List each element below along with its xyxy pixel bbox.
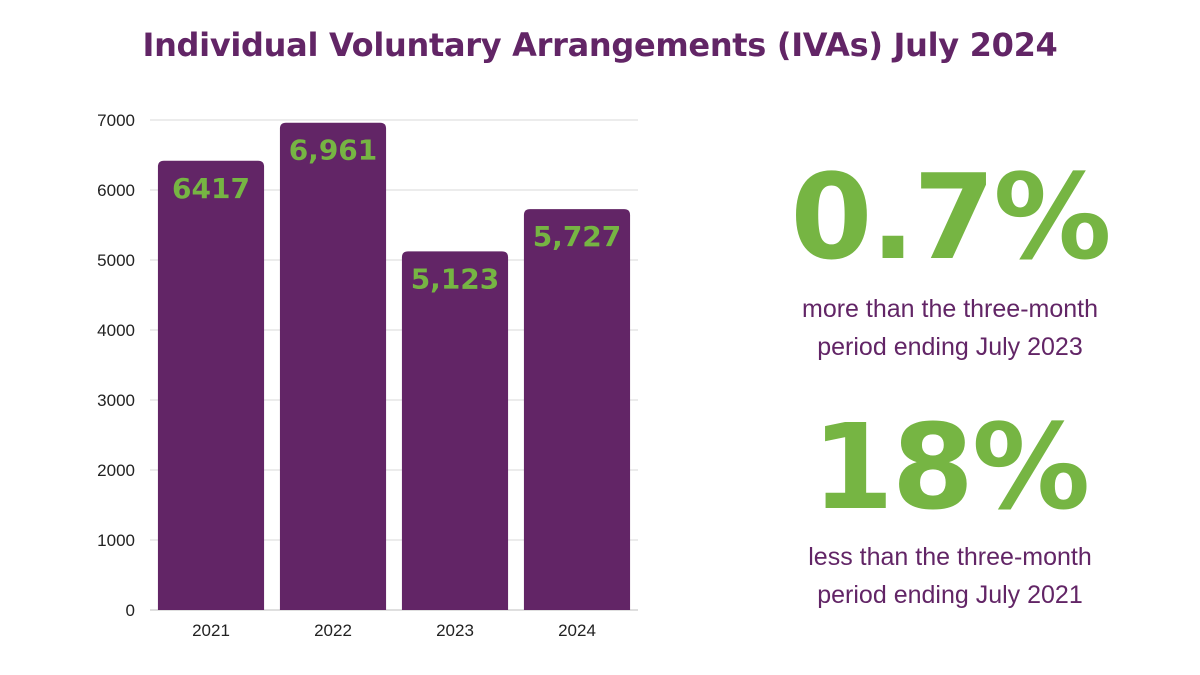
- x-tick-label: 2024: [558, 621, 596, 640]
- bar: [523, 209, 631, 611]
- y-tick-label: 4000: [97, 321, 135, 340]
- x-tick-label: 2023: [436, 621, 474, 640]
- x-tick-label: 2021: [192, 621, 230, 640]
- stat-caption-increase: more than the three-month period ending …: [750, 290, 1150, 366]
- y-tick-label: 7000: [97, 111, 135, 130]
- y-tick-label: 5000: [97, 251, 135, 270]
- stat-value-increase: 0.7%: [790, 148, 1111, 286]
- bar: [401, 251, 509, 610]
- stat-caption-decrease: less than the three-month period ending …: [750, 538, 1150, 614]
- bar: [157, 160, 265, 610]
- y-tick-label: 6000: [97, 181, 135, 200]
- data-label: 5,727: [533, 220, 622, 253]
- y-tick-label: 0: [126, 601, 135, 620]
- stat-caption-line: more than the three-month: [802, 295, 1098, 323]
- y-tick-label: 3000: [97, 391, 135, 410]
- data-label: 6417: [172, 172, 250, 205]
- y-tick-label: 1000: [97, 531, 135, 550]
- stat-caption-line: period ending July 2021: [817, 581, 1083, 609]
- stat-caption-line: less than the three-month: [808, 543, 1092, 571]
- stat-caption-line: period ending July 2023: [817, 333, 1083, 361]
- x-tick-label: 2022: [314, 621, 352, 640]
- y-tick-label: 2000: [97, 461, 135, 480]
- stat-value-decrease: 18%: [811, 398, 1090, 536]
- data-label: 5,123: [411, 262, 500, 295]
- chart-title: Individual Voluntary Arrangements (IVAs)…: [142, 26, 1058, 64]
- bar-chart: 0 1000 2000 3000 4000 5000 6000 7000 6417 2021 6,9…: [97, 111, 638, 640]
- data-label: 6,961: [289, 134, 378, 167]
- bar: [279, 122, 387, 610]
